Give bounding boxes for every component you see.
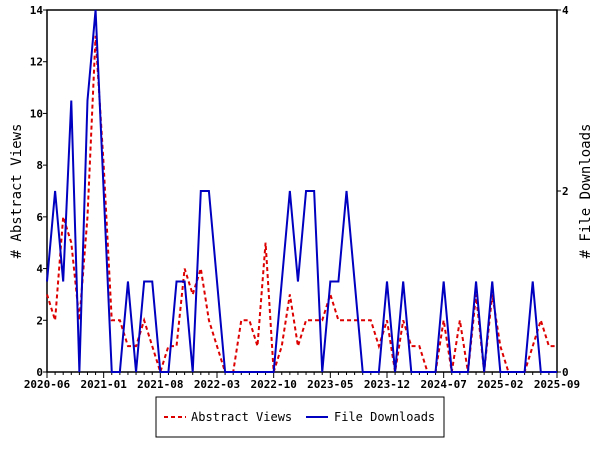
- x-tick-label: 2020-06: [24, 378, 71, 391]
- x-tick-label: 2021-01: [80, 378, 127, 391]
- y2-tick-label: 2: [562, 185, 569, 198]
- y2-tick-label: 0: [562, 366, 569, 379]
- y-tick-label: 14: [30, 4, 44, 17]
- y-tick-label: 4: [36, 263, 43, 276]
- x-tick-label: 2025-02: [477, 378, 523, 391]
- y-tick-label: 12: [30, 56, 43, 69]
- x-tick-label: 2024-07: [420, 378, 466, 391]
- x-tick-label: 2021-08: [137, 378, 183, 391]
- plot-frame: [46, 9, 558, 373]
- y-tick-label: 10: [30, 107, 43, 120]
- legend-label-downloads: File Downloads: [334, 410, 435, 424]
- x-tick-label: 2023-12: [364, 378, 410, 391]
- y-tick-label: 8: [36, 159, 43, 172]
- x-tick-label: 2022-03: [194, 378, 240, 391]
- y-tick-label: 0: [36, 366, 43, 379]
- y-tick-label: 2: [36, 314, 43, 327]
- x-tick-label: 2023-05: [307, 378, 353, 391]
- series-line-file-downloads: [46, 9, 557, 373]
- y2-tick-label: 4: [562, 4, 569, 17]
- y-tick-label: 6: [36, 211, 43, 224]
- legend: Abstract Views File Downloads: [155, 396, 445, 438]
- y-axis-label: # Abstract Views: [9, 124, 25, 259]
- legend-box: [155, 396, 445, 438]
- y2-axis-label: # File Downloads: [578, 124, 594, 259]
- x-tick-label: 2022-10: [250, 378, 296, 391]
- x-tick-label: 2025-09: [534, 378, 580, 391]
- legend-label-views: Abstract Views: [191, 410, 292, 424]
